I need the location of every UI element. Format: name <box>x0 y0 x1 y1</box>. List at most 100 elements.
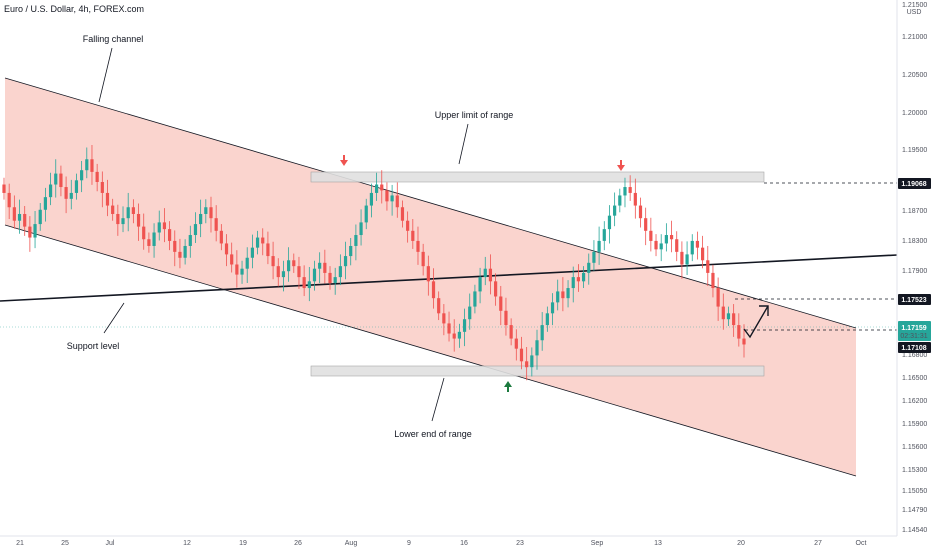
candle-body <box>644 218 648 231</box>
candle-body <box>281 271 286 278</box>
y-tick-label: 1.16800 <box>902 352 927 359</box>
candle-body <box>2 184 6 193</box>
candle-body <box>12 207 16 221</box>
candle-body <box>85 159 89 171</box>
candle-body <box>592 251 596 263</box>
upper-limit-pointer <box>458 123 469 165</box>
candle-body <box>157 222 161 233</box>
x-tick-label: Jul <box>106 540 115 547</box>
candles-group <box>2 144 746 381</box>
lower-range-box <box>310 365 765 377</box>
candle-body <box>685 254 689 265</box>
sell-signal-arrow-sep <box>617 165 625 171</box>
candle-body <box>706 260 710 273</box>
candle-body <box>726 313 731 320</box>
candle-body <box>276 266 280 278</box>
candle-body <box>219 230 223 244</box>
candle-body <box>380 184 384 191</box>
candle-body <box>64 187 68 199</box>
candle-body <box>354 235 358 246</box>
candle-body <box>442 313 446 324</box>
candle-body <box>121 218 125 225</box>
candle-body <box>7 192 11 208</box>
candle-body <box>447 323 451 334</box>
x-tick-label: 9 <box>407 540 411 547</box>
candle-body <box>266 243 270 257</box>
candle-body <box>95 171 99 182</box>
candle-body <box>359 222 363 236</box>
candle-body <box>255 237 260 248</box>
lower-end-label: Lower end of range <box>394 429 472 439</box>
candle-body <box>566 288 570 299</box>
candle-body <box>323 262 327 273</box>
candle-body <box>250 247 254 258</box>
support-level-label: Support level <box>67 341 120 351</box>
candle-body <box>587 262 591 273</box>
candle-body <box>576 277 581 282</box>
chart-title: Euro / U.S. Dollar, 4h, FOREX.com <box>4 4 145 14</box>
candle-body <box>152 232 156 246</box>
candle-body <box>628 187 632 193</box>
candle-body <box>421 251 425 267</box>
x-tick-label: 16 <box>460 540 468 547</box>
candle-body <box>318 262 322 269</box>
candle-body <box>271 256 275 267</box>
buy-signal-arrow-stem <box>507 387 509 392</box>
candle-body <box>173 240 177 252</box>
candle-body <box>374 184 379 193</box>
candle-body <box>167 229 172 241</box>
candle-body <box>695 240 700 248</box>
y-tick-label: 1.14540 <box>902 527 927 534</box>
candle-body <box>74 180 79 193</box>
candle-body <box>312 268 317 282</box>
candle-body <box>183 245 187 258</box>
candle-body <box>690 240 694 255</box>
y-tick-label: 1.17900 <box>902 268 927 275</box>
candle-body <box>623 187 627 196</box>
candle-body <box>452 333 456 339</box>
y-tick-label: 1.15300 <box>902 467 927 474</box>
candle-body <box>462 319 467 332</box>
candle-body <box>664 235 668 244</box>
x-tick-label: 13 <box>654 540 662 547</box>
x-tick-label: 26 <box>294 540 302 547</box>
candle-body <box>675 239 679 252</box>
candle-body <box>204 207 208 214</box>
candle-body <box>214 218 218 231</box>
candle-body <box>437 298 441 314</box>
candle-body <box>535 340 539 356</box>
price-tag-lower-text: 1.17108 <box>901 345 926 352</box>
candle-body <box>530 355 534 368</box>
candle-body <box>659 243 663 250</box>
sell-signal-arrow-sep-stem <box>620 160 622 165</box>
y-tick-label: 1.18700 <box>902 208 927 215</box>
candle-body <box>54 173 58 185</box>
sell-signal-arrow-aug-stem <box>343 155 345 160</box>
candle-body <box>426 266 430 282</box>
x-tick-label: 21 <box>16 540 24 547</box>
y-tick-label: 1.14790 <box>902 507 927 514</box>
x-tick-label: Aug <box>345 540 358 547</box>
y-tick-label: 1.18300 <box>902 238 927 245</box>
candle-body <box>509 325 513 339</box>
candle-body <box>483 268 487 278</box>
candle-body <box>556 291 560 303</box>
candle-body <box>649 230 653 241</box>
candle-body <box>302 277 306 289</box>
candle-body <box>416 240 420 252</box>
candle-body <box>737 325 741 339</box>
candle-body <box>80 170 84 181</box>
candle-body <box>525 361 529 368</box>
candle-body <box>297 266 301 278</box>
candle-body <box>131 207 135 214</box>
y-tick-label: 1.20000 <box>902 110 927 117</box>
price-tag-last-bg <box>898 321 931 341</box>
candle-body <box>499 296 503 311</box>
y-tick-label: 1.15600 <box>902 444 927 451</box>
candle-body <box>494 281 498 297</box>
candle-body <box>732 313 736 326</box>
candle-body <box>245 257 249 269</box>
x-tick-label: Oct <box>856 540 867 547</box>
candle-body <box>400 207 405 221</box>
